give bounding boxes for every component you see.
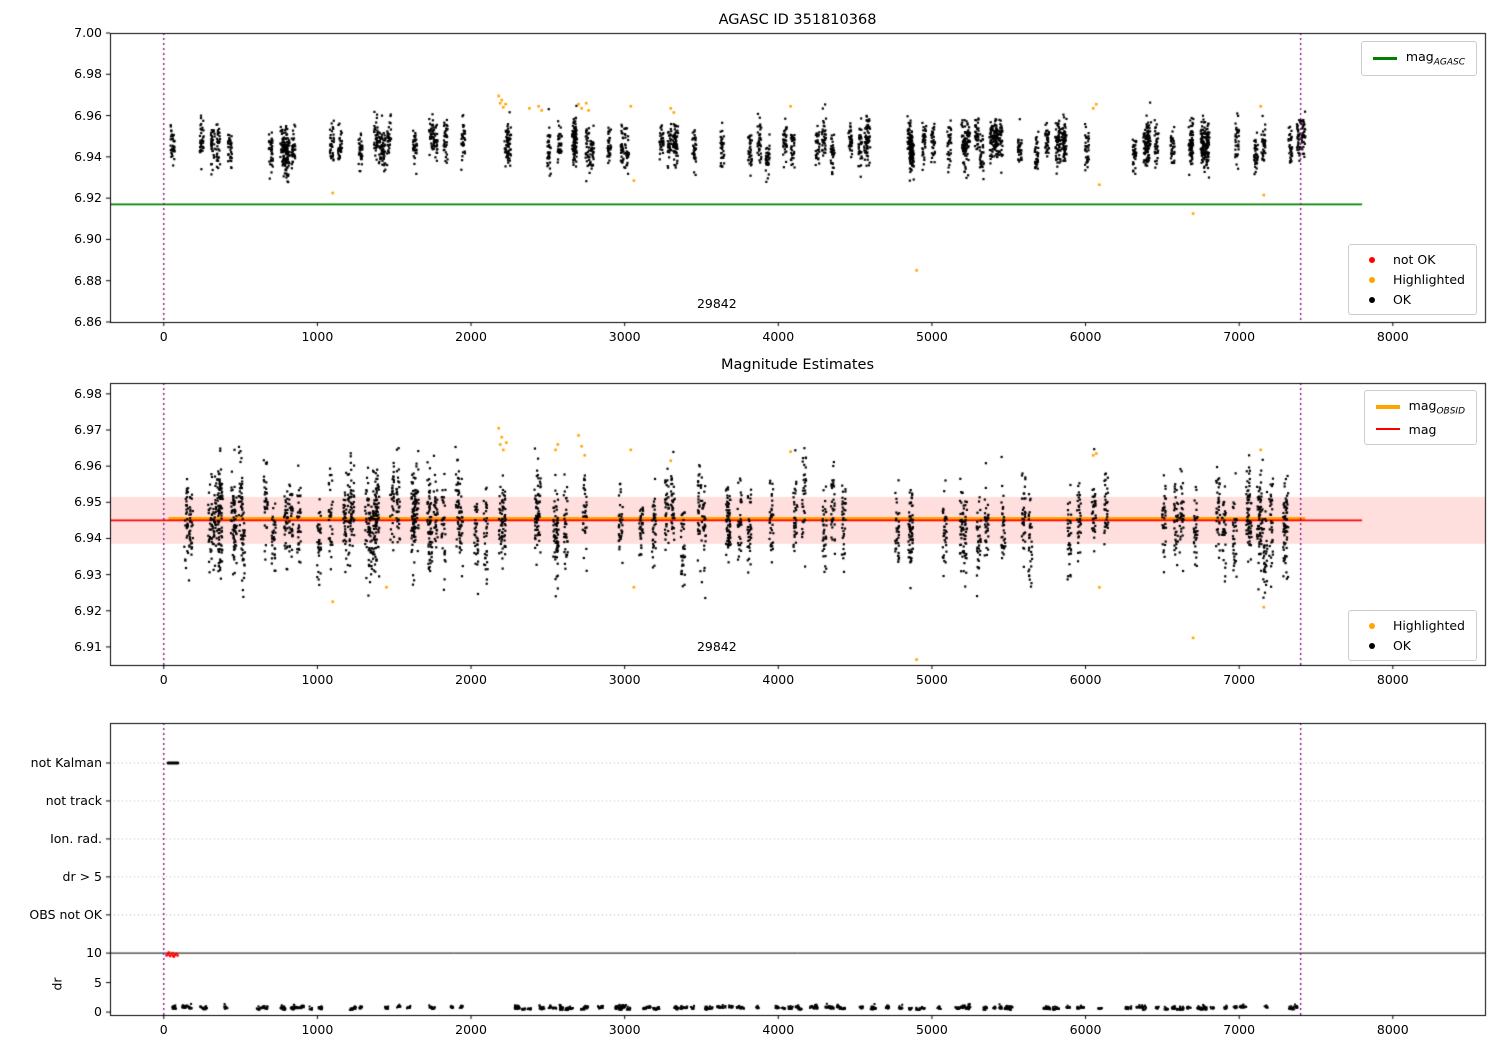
- y-tick-label: 6.92: [74, 190, 102, 206]
- legend-mag-agasc: magAGASC: [1360, 41, 1477, 76]
- x-tick-label: 1000: [301, 1022, 334, 1037]
- x-tick-label: 8000: [1376, 1022, 1409, 1037]
- x-tick-label: 6000: [1069, 329, 1102, 344]
- legend-item-label: Highlighted: [1392, 618, 1465, 633]
- x-tick-label: 3000: [608, 329, 641, 344]
- ok-dot-sample: [1368, 642, 1375, 649]
- legend-markers-chart2: Highlighted OK: [1347, 610, 1477, 661]
- chart1-obsid-annotation: 29842: [696, 296, 737, 311]
- legend-item-label: OK: [1392, 292, 1411, 307]
- x-tick-label: 2000: [455, 672, 487, 687]
- legend-mag-lines: magOBSID mag: [1363, 390, 1477, 445]
- not_ok-dot-sample: [1368, 256, 1375, 263]
- legend-item: magAGASC: [1372, 49, 1465, 68]
- x-tick-label: 0: [159, 1022, 168, 1037]
- legend-item: OK: [1360, 292, 1465, 307]
- x-tick-label: 0: [159, 672, 168, 687]
- dr-tick-label: 0: [94, 1004, 102, 1020]
- legend-item: magOBSID: [1375, 398, 1465, 417]
- x-tick-label: 7000: [1223, 329, 1256, 344]
- y-tick-label: 6.96: [74, 107, 102, 123]
- y-tick-label: 6.96: [74, 458, 102, 474]
- y-tick-label: 6.98: [74, 385, 102, 401]
- dr-tick-label: 10: [86, 945, 102, 961]
- highlighted-dot-sample: [1368, 276, 1375, 283]
- flag-category-label: Ion. rad.: [50, 830, 102, 846]
- x-tick-label: 5000: [916, 1022, 948, 1037]
- x-tick-label: 7000: [1223, 672, 1256, 687]
- y-tick-label: 6.88: [74, 272, 102, 288]
- x-tick-label: 8000: [1376, 329, 1409, 344]
- y-tick-label: 6.97: [74, 422, 102, 437]
- x-tick-label: 5000: [916, 672, 948, 687]
- chart1-title: AGASC ID 351810368: [718, 12, 877, 28]
- legend-item-label: OK: [1392, 638, 1411, 653]
- chart2-obsid-annotation: 29842: [696, 639, 737, 654]
- x-tick-label: 4000: [762, 329, 795, 344]
- x-tick-label: 1000: [301, 672, 334, 687]
- flag-category-label: OBS not OK: [29, 906, 102, 922]
- flag-category-label: dr > 5: [62, 868, 102, 884]
- x-tick-label: 5000: [916, 329, 948, 344]
- y-tick-label: 6.95: [74, 494, 102, 510]
- y-tick-label: 6.94: [74, 148, 102, 164]
- legend-item-label: not OK: [1392, 252, 1436, 267]
- y-tick-label: 6.90: [74, 231, 102, 247]
- x-tick-label: 2000: [455, 329, 487, 344]
- ok-dot-sample: [1368, 296, 1375, 303]
- mag_agasc_line-line-sample: [1372, 57, 1397, 60]
- legend-item: OK: [1360, 638, 1465, 653]
- flag-category-label: not Kalman: [30, 755, 102, 770]
- x-tick-label: 7000: [1223, 1022, 1256, 1037]
- legend-item-label: Highlighted: [1392, 272, 1465, 287]
- y-tick-label: 6.93: [74, 566, 102, 582]
- mag_line-line-sample: [1375, 427, 1400, 431]
- flag-category-label: not track: [45, 792, 102, 808]
- legend-item-label: mag: [1408, 421, 1437, 437]
- y-tick-label: 6.98: [74, 66, 102, 82]
- x-tick-label: 6000: [1069, 1022, 1102, 1037]
- x-tick-label: 6000: [1069, 672, 1102, 687]
- legend-item-label: magOBSID: [1408, 398, 1465, 417]
- legend-item: mag: [1375, 421, 1465, 437]
- x-tick-label: 0: [159, 329, 168, 344]
- y-tick-label: 6.94: [74, 530, 102, 546]
- legend-item-label: magAGASC: [1405, 49, 1465, 68]
- x-tick-label: 1000: [301, 329, 334, 344]
- legend-markers-chart1: not OK Highlighted OK: [1347, 244, 1477, 315]
- obsid_line-line-sample: [1375, 405, 1400, 410]
- x-tick-label: 4000: [762, 1022, 795, 1037]
- x-tick-label: 8000: [1376, 672, 1409, 687]
- legend-item: not OK: [1360, 252, 1465, 267]
- y-tick-label: 7.00: [74, 25, 102, 40]
- legend-item: Highlighted: [1360, 618, 1465, 633]
- y-tick-label: 6.92: [74, 602, 102, 618]
- x-tick-label: 4000: [762, 672, 795, 687]
- x-tick-label: 3000: [608, 1022, 641, 1037]
- x-tick-label: 3000: [608, 672, 641, 687]
- chart2-title: Magnitude Estimates: [720, 357, 875, 373]
- y-tick-label: 6.91: [74, 638, 102, 654]
- x-tick-label: 2000: [455, 1022, 487, 1037]
- dr-tick-label: 5: [94, 974, 102, 990]
- legend-item: Highlighted: [1360, 272, 1465, 287]
- y-tick-label: 6.86: [74, 314, 102, 329]
- highlighted-dot-sample: [1368, 622, 1375, 629]
